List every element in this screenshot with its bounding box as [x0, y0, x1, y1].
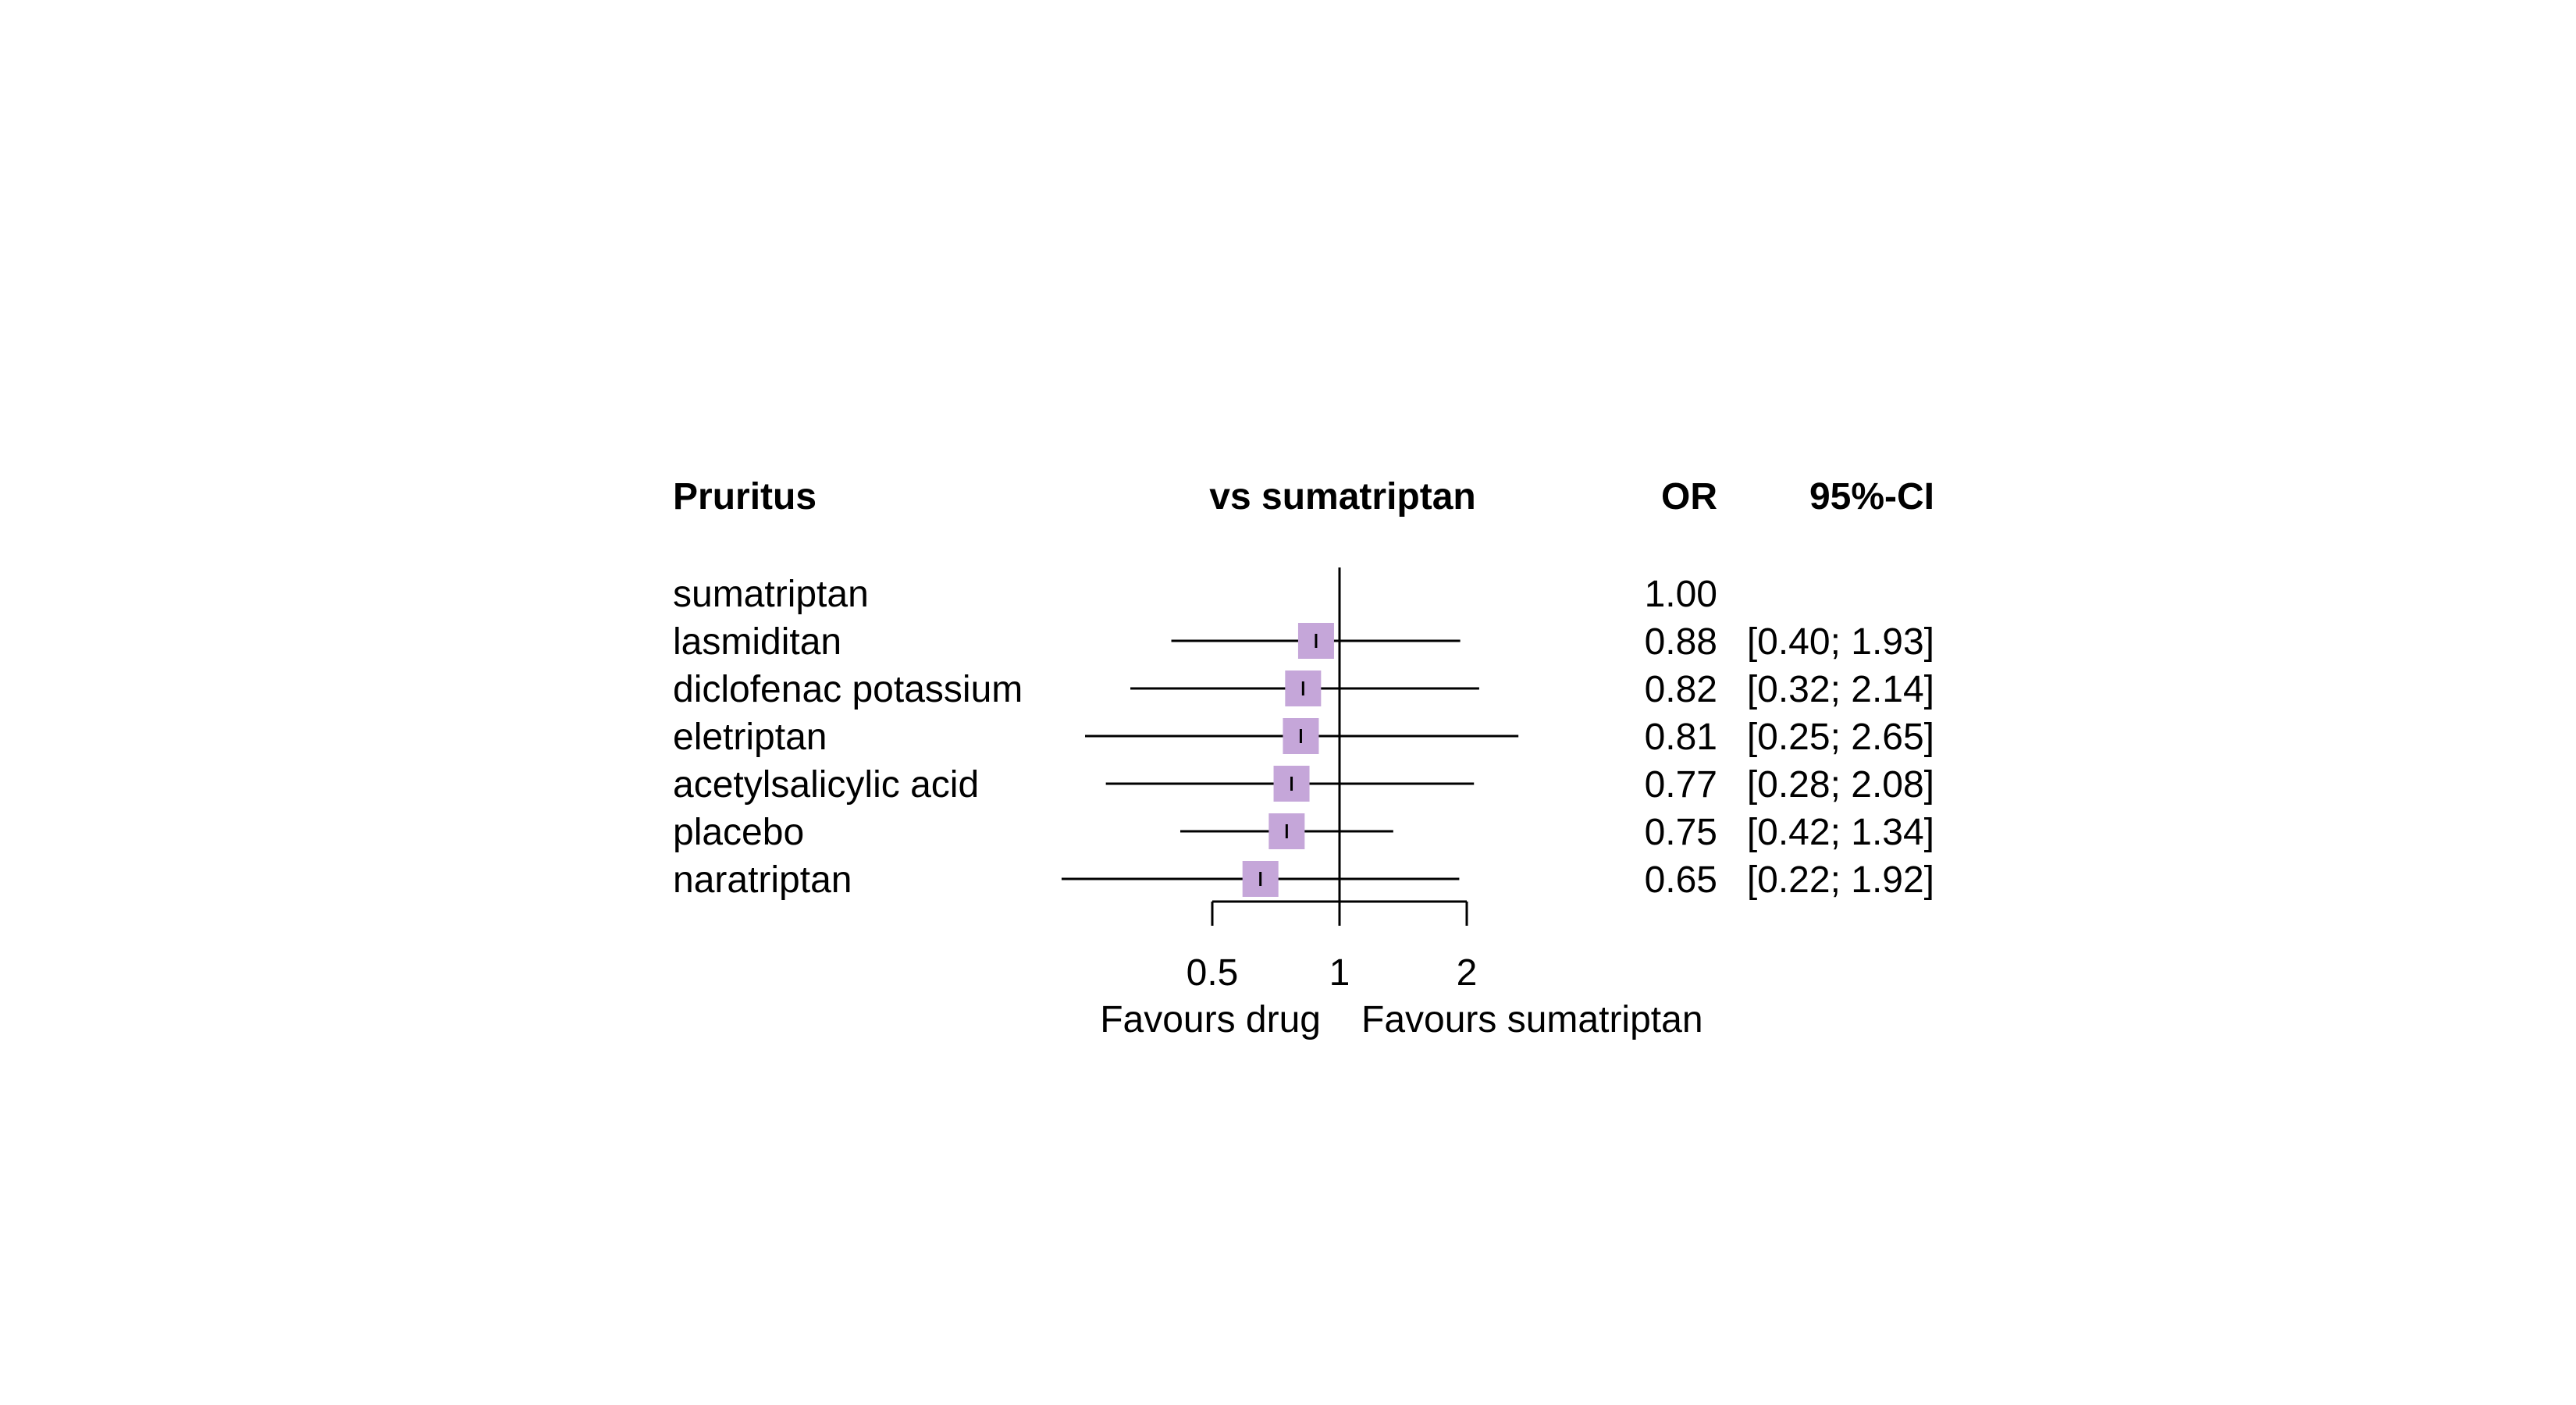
ci-value: [0.40; 1.93] [1747, 621, 1934, 663]
or-value: 0.88 [1645, 621, 1717, 663]
x-tick-label: 2 [1457, 952, 1478, 994]
study-row: eletriptan 0.81 [0.25; 2.65] [673, 717, 1934, 758]
study-label: sumatriptan [673, 574, 869, 615]
or-header: OR [1661, 476, 1717, 518]
study-label: diclofenac potassium [673, 669, 1023, 710]
header-row: Pruritus vs sumatriptan OR 95%-CI [673, 476, 1934, 518]
or-value: 0.75 [1645, 812, 1717, 853]
or-value: 1.00 [1645, 574, 1717, 615]
ci-value: [0.25; 2.65] [1747, 717, 1934, 758]
study-label: lasmiditan [673, 621, 841, 663]
comparison-header: vs sumatriptan [1209, 476, 1475, 518]
study-row: naratriptan 0.65 [0.22; 1.92] [673, 859, 1934, 901]
ci-value: [0.42; 1.34] [1747, 812, 1934, 853]
x-tick-label: 1 [1329, 952, 1350, 994]
study-row: acetylsalicylic acid 0.77 [0.28; 2.08] [673, 764, 1934, 806]
study-label: placebo [673, 812, 804, 853]
or-value: 0.77 [1645, 764, 1717, 806]
study-label: acetylsalicylic acid [673, 764, 979, 806]
ci-value: [0.32; 2.14] [1747, 669, 1934, 710]
ci-value: [0.28; 2.08] [1747, 764, 1934, 806]
study-row: lasmiditan 0.88 [0.40; 1.93] [673, 621, 1934, 663]
study-label: naratriptan [673, 859, 852, 901]
or-value: 0.65 [1645, 859, 1717, 901]
x-axis: 0.5 1 2 [1187, 567, 1478, 994]
study-label: eletriptan [673, 717, 827, 758]
study-row: placebo 0.75 [0.42; 1.34] [673, 812, 1934, 853]
ci-header: 95%-CI [1809, 476, 1934, 518]
or-value: 0.81 [1645, 717, 1717, 758]
ci-value: [0.22; 1.92] [1747, 859, 1934, 901]
favours-right-label: Favours sumatriptan [1361, 999, 1703, 1040]
favours-left-label: Favours drug [1100, 999, 1321, 1040]
x-tick-label: 0.5 [1187, 952, 1239, 994]
plot-title: Pruritus [673, 476, 817, 518]
or-value: 0.82 [1645, 669, 1717, 710]
study-row: diclofenac potassium 0.82 [0.32; 2.14] [673, 669, 1934, 710]
study-rows: sumatriptan 1.00 lasmiditan 0.88 [0.40; 1.93… [673, 574, 1934, 901]
study-row: sumatriptan 1.00 [673, 574, 1717, 615]
